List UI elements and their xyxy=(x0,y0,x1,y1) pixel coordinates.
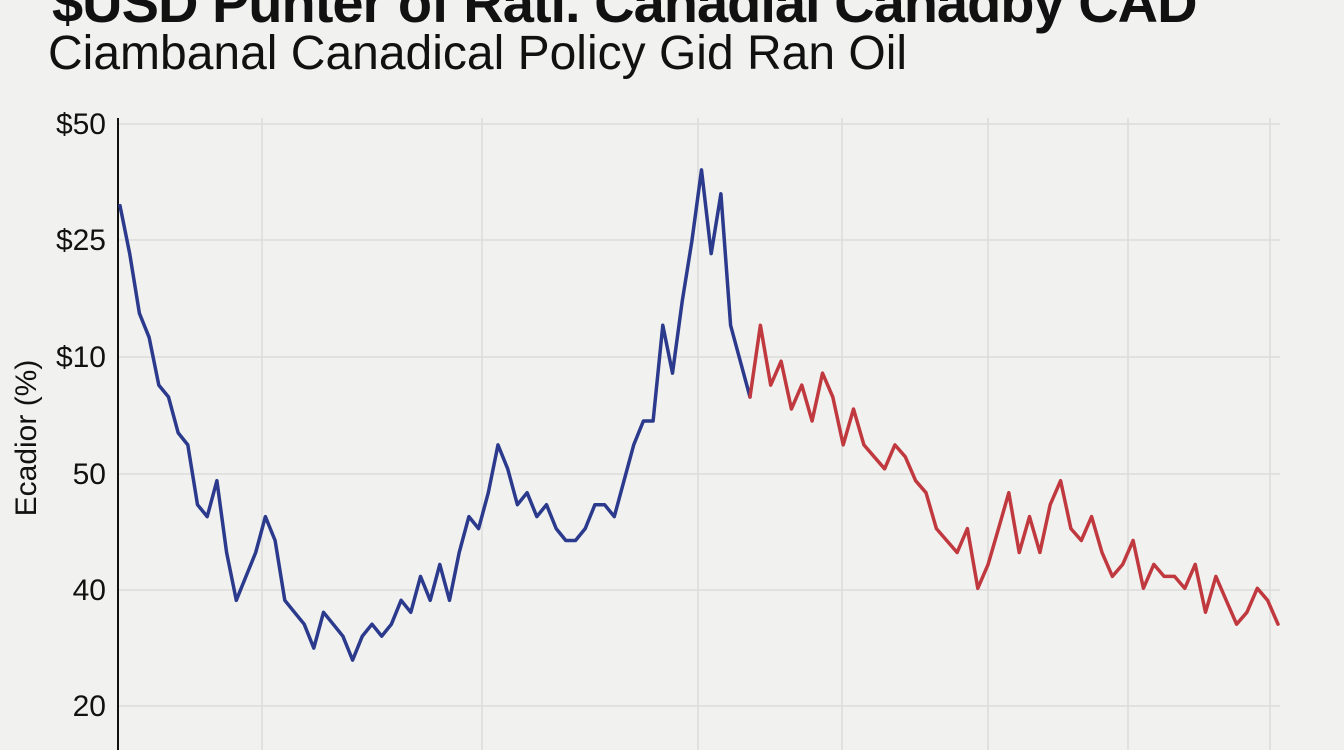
y-tick-label: $25 xyxy=(56,224,106,257)
chart-title: $USD Punter of Rati. Canadial Canadby CA… xyxy=(52,0,1198,34)
y-tick-label: 40 xyxy=(73,574,106,607)
series-line-red xyxy=(748,323,1280,626)
y-axis-label: Ecadior (%) xyxy=(10,360,43,517)
y-tick-label: $10 xyxy=(56,341,106,374)
chart-grid xyxy=(118,118,1280,750)
series-line-blue xyxy=(118,168,752,662)
chart-series xyxy=(118,168,1280,662)
y-tick-label: 20 xyxy=(73,690,106,723)
y-tick-label: $50 xyxy=(56,108,106,141)
chart-subtitle: Ciambanal Canadical Policy Gid Ran Oil xyxy=(48,27,908,80)
y-tick-label: 50 xyxy=(73,458,106,491)
y-axis-ticks: $50 $25 $10 50 40 20 xyxy=(56,108,106,723)
